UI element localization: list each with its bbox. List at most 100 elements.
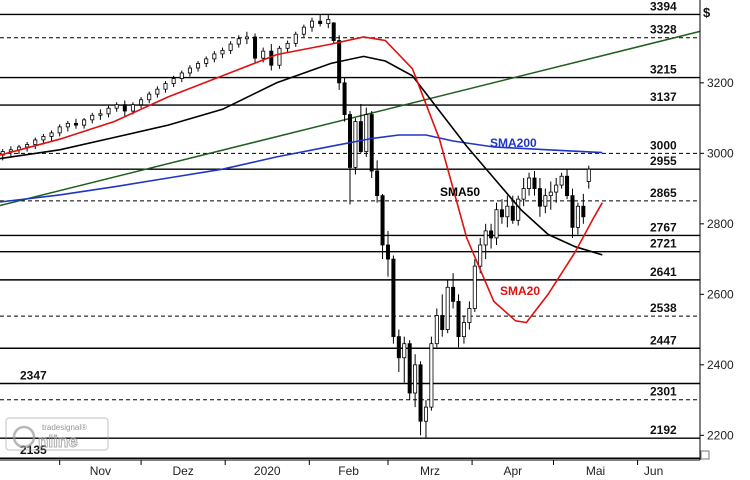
level-label-2192: 2192: [650, 423, 677, 437]
candle-body: [375, 170, 380, 197]
candle-body: [494, 209, 499, 239]
moving-averages: [0, 36, 603, 324]
sma50-label: SMA50: [440, 185, 480, 199]
candle-body: [130, 104, 135, 112]
x-axis: Nov Dez 2020 Feb Mrz Apr Mai Jun: [59, 460, 663, 478]
candle-body: [114, 104, 119, 109]
candle-body: [543, 195, 548, 207]
candle-body: [49, 132, 54, 137]
x-tick-label-Jun: Jun: [644, 464, 663, 478]
candle-body: [532, 177, 537, 189]
candle-body: [581, 205, 586, 218]
candle-body: [122, 104, 127, 112]
candle-body: [570, 195, 575, 228]
candle-body: [326, 18, 331, 25]
candle-body: [57, 126, 62, 134]
x-tick-label-2020: 2020: [254, 464, 281, 478]
candle-body: [429, 343, 434, 408]
level-labels: 3394 3328 3215 3137 3000 2955 2865 2767 2721 2641…: [20, 0, 677, 457]
candle-body: [396, 336, 401, 359]
candle-body: [548, 191, 553, 197]
sma200-line: [0, 134, 603, 203]
level-label-3000: 3000: [650, 138, 677, 152]
candle-body: [310, 20, 315, 28]
candle-body: [413, 364, 418, 394]
level-label-2538: 2538: [650, 301, 677, 315]
candle-body: [364, 114, 369, 152]
candle-body: [461, 322, 466, 338]
candle-body: [301, 26, 306, 35]
level-label-2447: 2447: [650, 333, 677, 347]
candle-body: [179, 72, 184, 80]
candle-body: [423, 406, 428, 422]
candle-body: [106, 107, 111, 115]
level-label-2301: 2301: [650, 385, 677, 399]
candle-body: [228, 43, 233, 51]
y-tick-label-2400: 2400: [707, 358, 734, 372]
candle-body: [586, 168, 591, 182]
candle-body: [445, 286, 450, 330]
corner-resize-handle: [700, 450, 710, 460]
level-label-3215: 3215: [650, 63, 677, 77]
currency-unit-label: $: [703, 5, 711, 20]
candle-body: [98, 113, 103, 116]
candle-body: [253, 36, 258, 59]
candle-body: [434, 315, 439, 345]
svg-text:tradesignal®: tradesignal®: [42, 423, 87, 432]
y-tick-label-3000: 3000: [707, 146, 734, 160]
x-tick-label-Apr: Apr: [503, 464, 522, 478]
candlestick-series: [0, 14, 591, 439]
candle-body: [380, 195, 385, 246]
candle-body: [402, 343, 407, 359]
candle-body: [456, 300, 461, 338]
candle-body: [293, 33, 298, 44]
x-tick-label-Mai: Mai: [586, 464, 605, 478]
y-axis: 2200 2400 2600 2800 3000 3200: [700, 76, 734, 442]
candle-body: [521, 188, 526, 200]
candle-body: [554, 184, 559, 193]
candle-body: [342, 82, 347, 115]
x-tick-label-Mrz: Mrz: [420, 464, 440, 478]
sma200-label: SMA200: [490, 136, 537, 150]
candle-body: [489, 230, 494, 239]
candle-body: [391, 258, 396, 338]
level-label-3137: 3137: [650, 90, 677, 104]
level-label-3328: 3328: [650, 23, 677, 37]
candle-body: [220, 50, 225, 55]
candle-body: [139, 99, 144, 106]
candle-body: [527, 177, 532, 189]
candle-body: [212, 53, 217, 60]
candle-body: [155, 88, 160, 95]
candle-body: [385, 244, 390, 260]
candle-body: [331, 22, 336, 41]
candle-body: [440, 315, 445, 330]
x-tick-label-Dez: Dez: [172, 464, 193, 478]
candle-body: [163, 83, 168, 90]
candle-body: [353, 121, 358, 168]
candle-body: [478, 244, 483, 267]
level-label-2641: 2641: [650, 265, 677, 279]
candle-body: [499, 209, 504, 218]
y-tick-label-2800: 2800: [707, 217, 734, 231]
candle-body: [483, 230, 488, 246]
candle-body: [418, 364, 423, 422]
candle-body: [171, 78, 176, 84]
level-label-2865: 2865: [650, 186, 677, 200]
level-label-2955: 2955: [650, 154, 677, 168]
level-label-2347: 2347: [20, 369, 47, 383]
candle-body: [369, 114, 374, 172]
candle-body: [575, 205, 580, 228]
candle-body: [505, 205, 510, 218]
candle-body: [565, 175, 570, 197]
candle-body: [187, 67, 192, 74]
candle-body: [33, 139, 38, 145]
candle-body: [244, 36, 249, 40]
candle-body: [65, 122, 70, 128]
x-tick-label-Nov: Nov: [90, 464, 111, 478]
candle-body: [451, 286, 456, 302]
candle-body: [358, 121, 363, 152]
candle-body: [318, 20, 323, 25]
candle-body: [347, 114, 352, 168]
candle-body: [90, 114, 95, 121]
candle-body: [537, 188, 542, 207]
